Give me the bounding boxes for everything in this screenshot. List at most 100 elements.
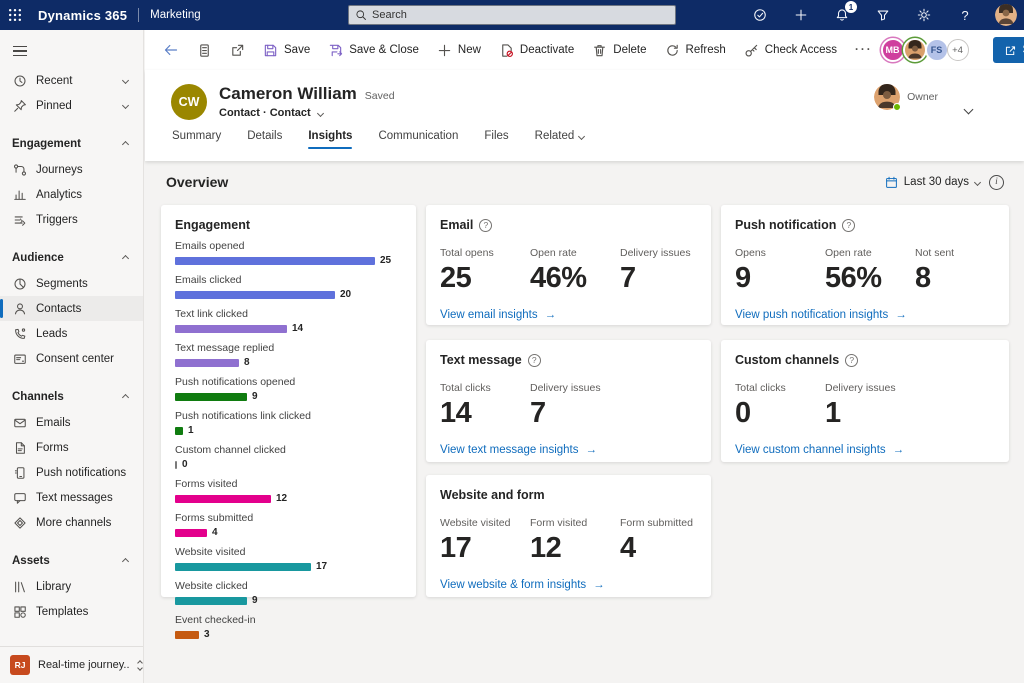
sidebar-group-engagement[interactable]: Engagement <box>0 131 143 157</box>
arrow-right-icon: → <box>893 444 905 456</box>
chart-bar-value: 25 <box>380 255 391 266</box>
chevron-up-icon[interactable] <box>122 254 129 261</box>
tab-label: Files <box>484 130 508 142</box>
tab-files[interactable]: Files <box>484 130 508 149</box>
view-custom-channel-insights-link[interactable]: View custom channel insights→ <box>735 444 995 456</box>
presence-avatar-more[interactable]: +4 <box>947 39 969 61</box>
view-website-form-insights-link[interactable]: View website & form insights→ <box>440 579 697 591</box>
search-input[interactable] <box>372 9 669 21</box>
key-icon <box>744 43 759 58</box>
filter-funnel-icon[interactable] <box>873 5 893 25</box>
sidebar-item-emails[interactable]: Emails <box>0 410 143 435</box>
coach-check-icon[interactable] <box>750 5 770 25</box>
sidebar-item-more-channels[interactable]: More channels <box>0 510 143 535</box>
tab-related[interactable]: Related <box>535 130 585 149</box>
sidebar-item-segments[interactable]: Segments <box>0 271 143 296</box>
sidebar-item-push-notifications[interactable]: Push notifications <box>0 460 143 485</box>
metric-value: 4 <box>620 532 696 565</box>
record-subtitle: Contact · Contact <box>219 107 311 119</box>
help-icon[interactable]: ? <box>479 219 492 232</box>
show-chart-button[interactable] <box>189 38 220 63</box>
open-in-new-window-button[interactable] <box>222 38 253 63</box>
sidebar-item-recent[interactable]: Recent <box>0 68 143 93</box>
app-title[interactable]: Dynamics 365 <box>38 8 127 23</box>
record-entity-form-selector[interactable]: Contact · Contact <box>219 107 395 119</box>
view-text-insights-link[interactable]: View text message insights→ <box>440 444 697 456</box>
tab-communication[interactable]: Communication <box>378 130 458 149</box>
sidebar-group-assets[interactable]: Assets <box>0 548 143 574</box>
back-button[interactable] <box>155 37 187 63</box>
sidebar-item-triggers[interactable]: Triggers <box>0 207 143 232</box>
sidebar-item-text-messages[interactable]: Text messages <box>0 485 143 510</box>
sidebar-group-audience[interactable]: Audience <box>0 245 143 271</box>
delete-button[interactable]: Delete <box>584 38 654 63</box>
sidebar-item-label: Pinned <box>36 100 72 112</box>
sidebar-item-consent-center[interactable]: Consent center <box>0 346 143 371</box>
chevron-up-icon[interactable] <box>122 393 129 400</box>
refresh-button[interactable]: Refresh <box>657 38 734 63</box>
sidebar-item-leads[interactable]: Leads <box>0 321 143 346</box>
view-push-insights-link[interactable]: View push notification insights→ <box>735 309 995 321</box>
chevron-up-icon[interactable] <box>122 140 129 147</box>
metric-label: Open rate <box>530 247 606 259</box>
app-launcher-waffle-icon[interactable] <box>0 0 30 30</box>
tab-label: Insights <box>308 130 352 142</box>
global-search-box[interactable] <box>348 5 676 25</box>
sidebar-item-templates[interactable]: Templates <box>0 599 143 624</box>
help-question-icon[interactable]: ? <box>955 5 975 25</box>
area-switcher[interactable]: RJ Real-time journey.. <box>0 646 143 683</box>
area-switcher-updown-icon <box>138 661 142 670</box>
topbar-divider <box>138 8 139 22</box>
chevron-down-icon[interactable] <box>122 102 129 109</box>
sitemap-collapse-hamburger-icon[interactable] <box>8 36 38 66</box>
tab-insights[interactable]: Insights <box>308 130 352 149</box>
save-close-label: Save & Close <box>349 44 419 56</box>
view-email-insights-link[interactable]: View email insights→ <box>440 309 697 321</box>
quick-create-plus-icon[interactable] <box>791 5 811 25</box>
help-icon[interactable]: ? <box>842 219 855 232</box>
overflow-menu-button[interactable]: ··· <box>847 39 881 61</box>
overview-info-icon[interactable]: i <box>989 175 1004 190</box>
chart-bar <box>175 461 177 469</box>
date-range-dropdown[interactable]: Last 30 days <box>885 176 980 189</box>
help-icon[interactable]: ? <box>845 354 858 367</box>
presence-avatar-mb[interactable]: MB <box>881 38 905 62</box>
deactivate-button[interactable]: Deactivate <box>491 38 582 63</box>
save-and-close-button[interactable]: Save & Close <box>320 38 427 63</box>
presence-avatar-fs[interactable]: FS <box>925 38 949 62</box>
chart-bar-value: 1 <box>188 425 194 436</box>
share-button[interactable]: Share <box>993 37 1024 63</box>
sidebar-group-channels[interactable]: Channels <box>0 384 143 410</box>
sidebar-item-analytics[interactable]: Analytics <box>0 182 143 207</box>
metric-value: 0 <box>735 397 811 430</box>
sidebar-item-pinned[interactable]: Pinned <box>0 93 143 118</box>
check-access-button[interactable]: Check Access <box>736 38 845 63</box>
record-presence-avatars: MB FS +4 <box>883 38 969 62</box>
top-app-bar: Dynamics 365 Marketing 1 ? <box>0 0 1024 30</box>
settings-gear-icon[interactable] <box>914 5 934 25</box>
presence-avatar-photo[interactable] <box>903 38 927 62</box>
new-button[interactable]: New <box>429 38 489 63</box>
chart-bar-value: 0 <box>182 459 188 470</box>
tab-details[interactable]: Details <box>247 130 282 149</box>
metric-label: Opens <box>735 247 811 259</box>
notifications-bell-icon[interactable]: 1 <box>832 5 852 25</box>
refresh-icon <box>665 43 680 58</box>
tab-summary[interactable]: Summary <box>172 130 221 149</box>
metric-value: 8 <box>915 262 991 295</box>
trash-icon <box>592 43 607 58</box>
sidebar-item-label: Recent <box>36 75 72 87</box>
owner-field[interactable]: Owner <box>874 84 938 110</box>
user-account-avatar[interactable] <box>996 5 1016 25</box>
header-expand-chevron[interactable] <box>965 100 972 118</box>
chevron-down-icon[interactable] <box>122 77 129 84</box>
app-area-name[interactable]: Marketing <box>150 9 201 21</box>
chevron-up-icon[interactable] <box>122 557 129 564</box>
sidebar-item-library[interactable]: Library <box>0 574 143 599</box>
help-icon[interactable]: ? <box>528 354 541 367</box>
sidebar-item-journeys[interactable]: Journeys <box>0 157 143 182</box>
sidebar-item-contacts[interactable]: Contacts <box>0 296 143 321</box>
save-button[interactable]: Save <box>255 38 318 63</box>
search-icon <box>355 9 367 21</box>
sidebar-item-forms[interactable]: Forms <box>0 435 143 460</box>
